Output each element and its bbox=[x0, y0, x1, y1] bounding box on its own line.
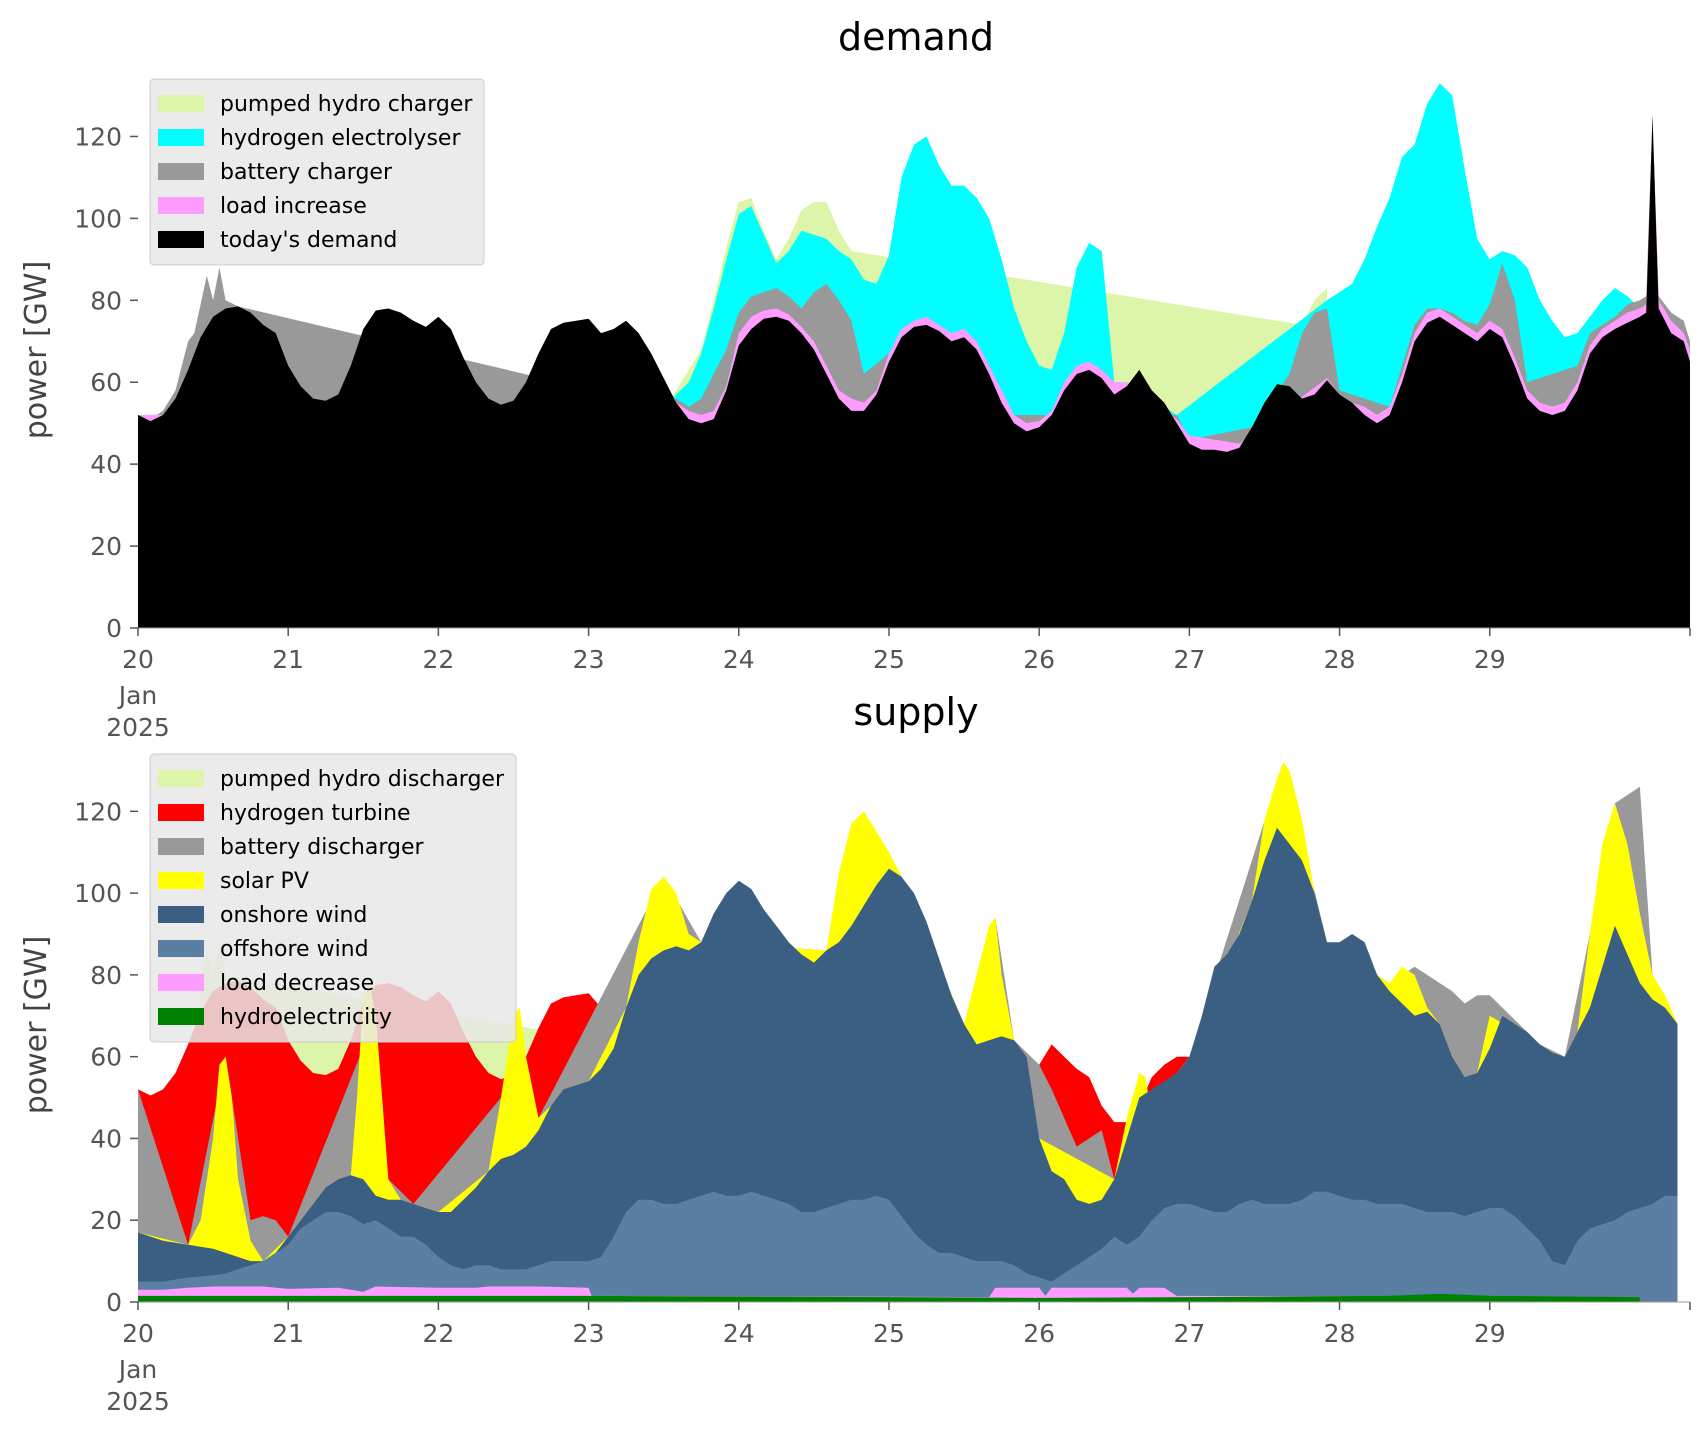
x-tick-label: 24 bbox=[723, 645, 755, 674]
x-tick-label: 23 bbox=[573, 1319, 605, 1348]
x-tick-sublabel: 2025 bbox=[106, 713, 170, 742]
x-tick-sublabel: Jan bbox=[117, 1355, 158, 1384]
legend-swatch bbox=[158, 1008, 204, 1025]
legend-swatch bbox=[158, 940, 204, 957]
x-tick-label: 21 bbox=[272, 645, 304, 674]
chart-title: supply bbox=[853, 690, 978, 734]
y-tick-label: 0 bbox=[106, 1288, 122, 1317]
legend-label: load decrease bbox=[220, 971, 374, 996]
plot-area bbox=[138, 83, 1690, 628]
legend-label: battery charger bbox=[220, 160, 393, 185]
y-axis-label: power [GW] bbox=[19, 936, 54, 1115]
y-tick-label: 20 bbox=[90, 1206, 122, 1235]
x-tick-label: 26 bbox=[1023, 645, 1055, 674]
x-tick-label: 25 bbox=[873, 1319, 905, 1348]
x-tick-label: 27 bbox=[1173, 645, 1205, 674]
y-tick-label: 40 bbox=[90, 1124, 122, 1153]
legend-label: solar PV bbox=[220, 869, 309, 894]
chart-title: demand bbox=[838, 15, 994, 59]
y-axis-label: power [GW] bbox=[19, 261, 54, 440]
y-tick-label: 60 bbox=[90, 1043, 122, 1072]
x-tick-label: 20 bbox=[122, 645, 154, 674]
demand-panel: demand power [GW] 02040608010012020Jan20… bbox=[19, 15, 1691, 742]
x-tick-label: 21 bbox=[272, 1319, 304, 1348]
legend-label: pumped hydro discharger bbox=[220, 767, 505, 792]
legend-swatch bbox=[158, 163, 204, 180]
legend-swatch bbox=[158, 197, 204, 214]
legend-swatch bbox=[158, 804, 204, 821]
legend-swatch bbox=[158, 872, 204, 889]
x-tick-label: 23 bbox=[573, 645, 605, 674]
legend: pumped hydro discharger hydrogen turbine b… bbox=[149, 753, 517, 1043]
y-tick-label: 120 bbox=[74, 122, 122, 151]
x-tick-label: 26 bbox=[1023, 1319, 1055, 1348]
y-tick-label: 120 bbox=[74, 797, 122, 826]
legend-swatch bbox=[158, 129, 204, 146]
supply-panel: supply power [GW] 02040608010012020Jan20… bbox=[19, 690, 1691, 1416]
y-tick-label: 60 bbox=[90, 368, 122, 397]
legend-label: today's demand bbox=[220, 228, 397, 253]
legend-label: load increase bbox=[220, 194, 367, 219]
x-tick-label: 20 bbox=[122, 1319, 154, 1348]
x-tick-label: 28 bbox=[1324, 1319, 1356, 1348]
y-tick-label: 20 bbox=[90, 532, 122, 561]
legend-swatch bbox=[158, 906, 204, 923]
legend-label: battery discharger bbox=[220, 835, 425, 860]
legend-label: hydrogen turbine bbox=[220, 801, 411, 826]
legend-box bbox=[149, 753, 517, 1043]
legend-swatch bbox=[158, 974, 204, 991]
x-tick-label: 25 bbox=[873, 645, 905, 674]
series-area-today-s-demand bbox=[138, 116, 1690, 628]
legend-box bbox=[149, 78, 485, 266]
x-tick-label: 22 bbox=[422, 645, 454, 674]
x-tick-label: 27 bbox=[1173, 1319, 1205, 1348]
x-tick-sublabel: 2025 bbox=[106, 1387, 170, 1416]
x-tick-label: 24 bbox=[723, 1319, 755, 1348]
x-tick-label: 22 bbox=[422, 1319, 454, 1348]
legend-label: onshore wind bbox=[220, 903, 367, 928]
y-tick-label: 0 bbox=[106, 614, 122, 643]
legend-label: hydroelectricity bbox=[220, 1005, 392, 1030]
y-tick-label: 100 bbox=[74, 879, 122, 908]
y-tick-label: 80 bbox=[90, 286, 122, 315]
series-area-offshore-wind bbox=[138, 1191, 1678, 1302]
legend-swatch bbox=[158, 231, 204, 248]
series-area-onshore-wind bbox=[138, 827, 1678, 1302]
x-tick-sublabel: Jan bbox=[117, 681, 158, 710]
legend: pumped hydro charger hydrogen electrolyse… bbox=[149, 78, 485, 266]
x-tick-label: 28 bbox=[1324, 645, 1356, 674]
y-tick-label: 40 bbox=[90, 450, 122, 479]
x-tick-label: 29 bbox=[1474, 645, 1506, 674]
x-tick-label: 29 bbox=[1474, 1319, 1506, 1348]
legend-label: hydrogen electrolyser bbox=[220, 126, 461, 151]
y-tick-label: 80 bbox=[90, 961, 122, 990]
legend-swatch bbox=[158, 838, 204, 855]
legend-swatch bbox=[158, 95, 204, 112]
legend-swatch bbox=[158, 770, 204, 787]
y-tick-label: 100 bbox=[74, 204, 122, 233]
legend-label: pumped hydro charger bbox=[220, 92, 473, 117]
legend-label: offshore wind bbox=[220, 937, 369, 962]
series-area-hydroelectricity bbox=[138, 1293, 1640, 1302]
